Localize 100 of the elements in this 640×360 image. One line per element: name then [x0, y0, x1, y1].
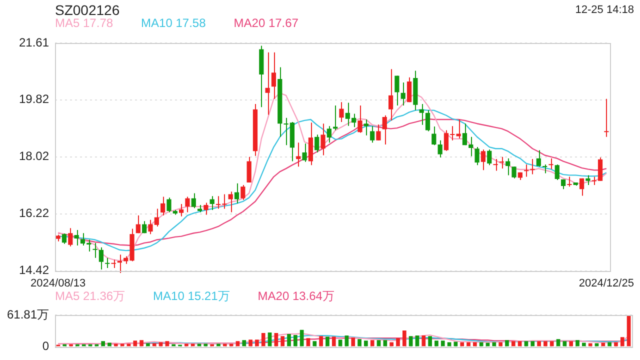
x-tick-label: 2024/08/13 [30, 277, 86, 290]
bar [326, 336, 330, 346]
candlestick [370, 126, 375, 144]
candlestick [554, 164, 560, 180]
bar [133, 340, 138, 346]
bar [216, 344, 220, 346]
bar [242, 340, 246, 346]
bar [101, 341, 106, 346]
candlestick [438, 140, 442, 158]
candlestick [210, 196, 214, 211]
text: MA20 13.64万 [258, 289, 334, 303]
candlestick [499, 156, 504, 170]
candlestick [326, 126, 332, 144]
bar [165, 341, 170, 346]
bar [460, 342, 464, 346]
candlestick [160, 196, 166, 216]
bar [620, 337, 624, 346]
bar [344, 336, 349, 346]
bar [383, 340, 388, 346]
bar [588, 343, 592, 346]
y-tick-label: 0 [42, 339, 50, 354]
candlestick [246, 156, 252, 183]
bar [614, 342, 618, 346]
bar [440, 340, 445, 346]
bar [608, 342, 612, 346]
bar [466, 342, 470, 346]
bar [229, 344, 234, 346]
candlestick [524, 164, 529, 178]
bar [204, 344, 208, 346]
candlestick [339, 102, 344, 123]
y-tick-label: 16.22 [18, 206, 50, 220]
bar [594, 343, 599, 346]
candlestick [204, 202, 208, 216]
candlestick [111, 259, 116, 268]
bar [300, 330, 304, 346]
bar [332, 336, 336, 346]
text: MA10 15.21万 [153, 289, 230, 303]
candlestick [542, 164, 548, 174]
bar [287, 334, 291, 346]
candlestick [358, 105, 362, 134]
candlestick [240, 184, 246, 200]
bar [428, 336, 432, 346]
bar [236, 341, 240, 346]
bar [422, 336, 426, 346]
bar [537, 341, 541, 346]
bar [569, 341, 574, 346]
candlestick [296, 142, 301, 168]
bar [556, 339, 560, 346]
bar [511, 341, 516, 346]
candlestick [567, 176, 572, 188]
bar [114, 344, 118, 346]
bar [280, 336, 285, 346]
bar [530, 341, 535, 346]
bar [140, 340, 144, 346]
bar [184, 344, 188, 346]
bar [152, 343, 156, 346]
bar [396, 338, 400, 346]
bar [306, 338, 310, 346]
candlestick [425, 110, 430, 132]
candlestick [320, 123, 326, 156]
bar [601, 342, 606, 346]
y-tick-label: 21.61 [18, 36, 50, 50]
bar [274, 332, 278, 346]
candlestick [92, 242, 98, 258]
candlestick [406, 76, 412, 103]
bar [190, 344, 195, 346]
bar [158, 342, 163, 346]
y-tick-label: 18.02 [18, 149, 50, 164]
candlestick [302, 143, 307, 162]
text: MA10 17.58 [141, 16, 206, 30]
bar [248, 340, 252, 346]
candlestick [62, 232, 67, 244]
candlestick [234, 182, 240, 204]
candlestick [419, 103, 424, 126]
bar [402, 330, 406, 346]
candlestick [314, 134, 320, 153]
y-tick-label: 61.81万 [6, 308, 49, 322]
candlestick [185, 196, 190, 213]
bar [415, 336, 420, 346]
candlestick [432, 126, 436, 146]
bar [582, 342, 586, 346]
candlestick [191, 192, 196, 209]
text: MA5 17.78 [55, 16, 114, 30]
bar [454, 342, 458, 346]
bar [544, 341, 548, 346]
bar [261, 332, 266, 346]
candlestick [512, 166, 516, 179]
candlestick [364, 118, 368, 136]
candlestick [493, 158, 498, 172]
candlestick [394, 75, 400, 106]
candlestick [105, 257, 110, 268]
x-tick-label: 2024/12/25 [578, 277, 634, 290]
candlestick [586, 174, 590, 186]
candlestick [136, 214, 140, 234]
bar [550, 341, 554, 346]
candlestick [487, 149, 492, 166]
bar [293, 335, 298, 346]
candlestick [548, 158, 554, 170]
candlestick [474, 146, 480, 166]
bar [576, 340, 580, 346]
